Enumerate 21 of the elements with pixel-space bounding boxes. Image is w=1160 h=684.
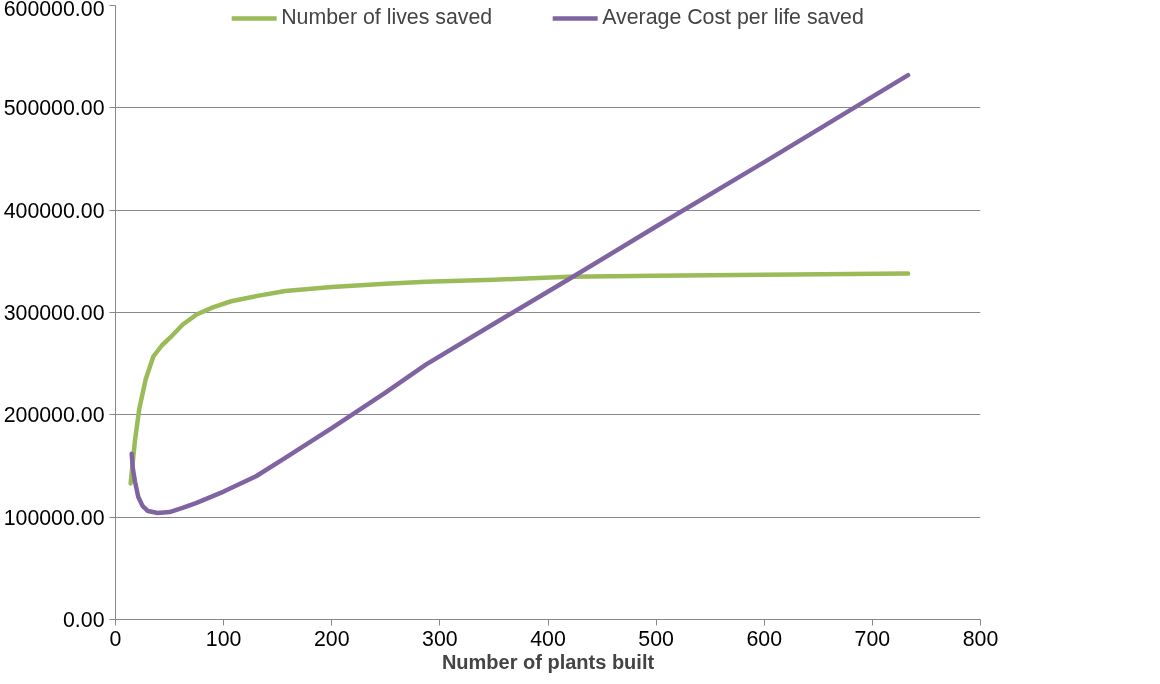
line-series [129, 72, 911, 516]
y-tick-label: 0.00 [62, 608, 105, 632]
y-tick-label: 600000.00 [3, 0, 105, 21]
y-tick-label: 500000.00 [3, 96, 105, 121]
x-tick-label: 0 [109, 626, 122, 651]
x-tick-label: 500 [638, 626, 675, 651]
x-tick-label: 200 [313, 626, 350, 651]
x-tick-label: 700 [854, 626, 891, 651]
x-axis-title: Number of plants built [441, 650, 655, 673]
x-tick-label: 300 [422, 626, 458, 651]
legend-label: Number of lives saved [281, 5, 493, 30]
y-tick-label: 200000.00 [3, 403, 105, 428]
y-tick-label: 400000.00 [3, 198, 105, 223]
legend-label: Average Cost per life saved [602, 5, 864, 30]
x-tick-label: 800 [962, 626, 999, 651]
y-tick-label: 300000.00 [3, 301, 105, 325]
line-series [128, 271, 911, 486]
y-tick-label: 100000.00 [3, 505, 105, 530]
x-tick-label: 400 [530, 626, 566, 651]
x-tick-label: 100 [205, 626, 242, 651]
x-tick-label: 600 [746, 626, 783, 651]
